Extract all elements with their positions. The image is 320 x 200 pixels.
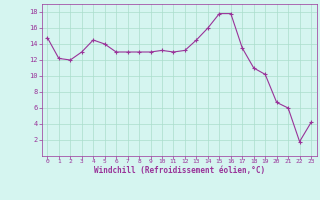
- X-axis label: Windchill (Refroidissement éolien,°C): Windchill (Refroidissement éolien,°C): [94, 166, 265, 175]
